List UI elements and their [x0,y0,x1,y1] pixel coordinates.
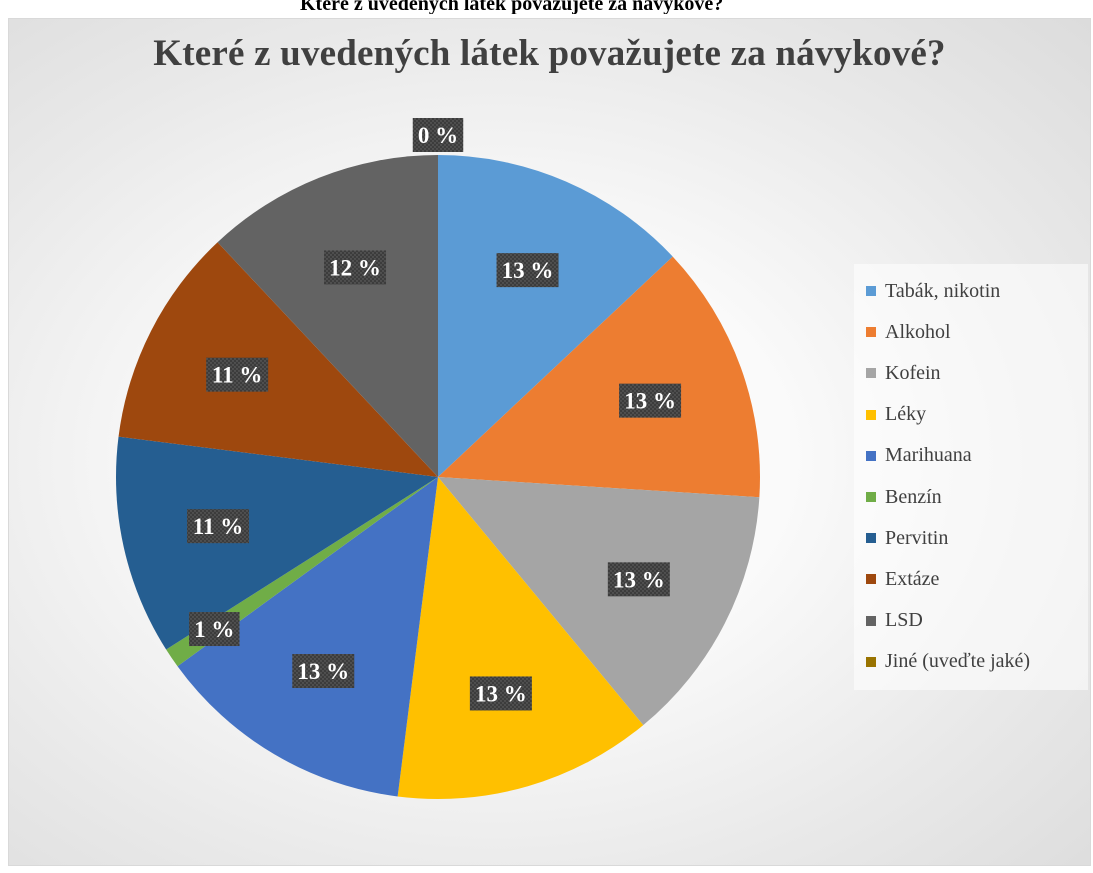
legend-swatch [866,286,876,296]
data-label-box [189,612,240,647]
legend-swatch [866,409,876,420]
pie-slice-lsd [217,155,438,477]
top-cropped-text: Které z uvedených látek považujete za ná… [300,0,724,14]
chart-title: Které z uvedených látek považujete za ná… [153,33,946,74]
legend-label: Jiné (uveďte jaké) [885,650,1031,673]
data-label-text: 13 % [613,567,665,592]
legend-swatch [866,450,876,461]
legend-item-benzin: Benzín [866,482,942,512]
legend-label: Pervitin [885,526,949,549]
legend-label: LSD [885,609,923,632]
data-label-kofein: 13 % [607,562,670,597]
data-label-alkohol: 13 % [619,383,682,418]
data-label-box [607,562,670,597]
pie-slice-extaze [118,242,438,477]
data-label-benzin: 1 % [189,612,240,647]
legend-swatch [866,492,876,502]
data-label-box [619,383,682,418]
pie-slice-alkohol [438,256,761,498]
pie-slice-leky [397,477,644,799]
legend-swatch [866,368,876,379]
data-label-box [469,676,532,711]
legend-item-extaze: Extáze [866,564,939,594]
data-label-tabak-nikotin: 13 % [496,253,559,288]
data-label-box [187,509,250,544]
legend-swatch [866,615,876,626]
data-label-marihuana: 13 % [292,654,355,689]
data-label-box [324,250,387,285]
legend-item-leky: Léky [866,400,926,430]
legend-swatch [866,327,876,338]
legend-item-tabak-nikotin: Tabák, nikotin [866,276,1000,306]
legend-label: Tabák, nikotin [885,279,1001,302]
data-label-text: 11 % [212,363,262,388]
legend-swatch [866,656,876,667]
data-label-text: 11 % [193,514,243,539]
legend-label: Marihuana [885,444,972,467]
data-label-text: 1 % [194,617,234,642]
legend-swatch [866,533,876,544]
pie-slice-kofein [438,477,760,726]
legend-label: Extáze [885,567,940,590]
pie-slices [115,155,761,799]
legend: Tabák, nikotin Alkohol Kofein Léky Marihuana… [854,264,1088,690]
legend-label: Benzín [885,485,942,508]
pie-slice-pervitin [115,436,438,650]
data-label-box [496,253,559,288]
legend-label: Kofein [885,361,941,384]
pie-slice-tabak-nikotin [438,155,673,477]
data-label-box [206,357,269,392]
legend-label: Alkohol [885,320,951,343]
data-label-text: 13 % [297,659,349,684]
legend-label: Léky [885,403,927,426]
legend-item-alkohol: Alkohol [866,317,951,347]
data-label-text: 12 % [329,255,381,280]
legend-item-pervitin: Pervitin [866,523,948,553]
data-labels: 13 % 13 % 13 % 13 % 13 % 1 % 11 % 11 % 12 % 0 % [187,118,682,711]
data-label-extaze: 11 % [206,357,269,392]
data-label-text: 13 % [624,389,676,414]
legend-item-lsd: LSD [866,606,923,636]
legend-swatch [866,574,876,585]
legend-item-jine-uvedte-jake: Jiné (uveďte jaké) [866,647,1030,677]
data-label-lsd: 12 % [324,250,387,285]
data-label-text: 0 % [418,123,458,148]
data-label-jine-uvedte-jake: 0 % [412,118,464,152]
pie-slice-marihuana [177,477,438,797]
data-label-leky: 13 % [469,676,532,711]
data-label-pervitin: 11 % [187,509,250,544]
data-label-box [412,118,464,152]
data-label-box [292,654,355,689]
data-label-text: 13 % [475,681,527,706]
legend-item-kofein: Kofein [866,358,941,388]
data-label-text: 13 % [502,258,554,283]
legend-item-marihuana: Marihuana [866,441,972,471]
